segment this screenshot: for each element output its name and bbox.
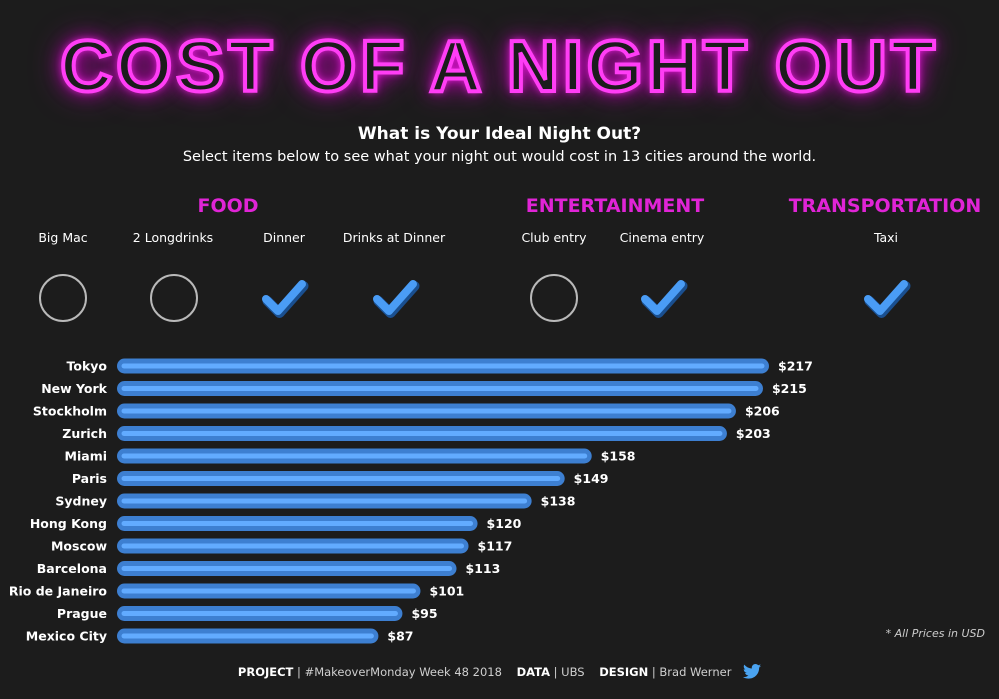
toggle-taxi[interactable] (860, 272, 912, 324)
value-label: $206 (745, 404, 780, 419)
city-label: Mexico City (26, 629, 107, 644)
checkmark-icon (641, 280, 688, 318)
item-label-club-entry: Club entry (521, 230, 587, 245)
value-label: $203 (736, 426, 771, 441)
value-label: $113 (466, 561, 501, 576)
category-food: FOOD (197, 195, 259, 217)
value-label: $158 (601, 449, 636, 464)
city-label: Stockholm (33, 404, 107, 419)
item-label-cinema-entry: Cinema entry (619, 230, 705, 245)
city-label: Rio de Janeiro (9, 584, 108, 599)
city-label: Prague (57, 606, 107, 621)
footer-separator: | (297, 665, 301, 679)
footer-design-value: Brad Werner (659, 665, 732, 679)
empty-circle-icon (39, 274, 87, 322)
footer: PROJECT | #MakeoverMonday Week 48 2018 D… (0, 664, 999, 682)
toggle-2-longdrinks[interactable] (148, 272, 200, 324)
city-label: Barcelona (37, 561, 107, 576)
value-label: $215 (772, 381, 807, 396)
city-label: Hong Kong (30, 516, 107, 531)
item-label-dinner: Dinner (263, 230, 305, 245)
item-label-big-mac: Big Mac (38, 230, 88, 245)
footer-project-label: PROJECT (237, 665, 294, 679)
footer-project-value: #MakeoverMonday Week 48 2018 (304, 665, 502, 679)
toggle-club-entry[interactable] (528, 272, 580, 324)
city-label: Sydney (55, 494, 107, 509)
item-label-2-longdrinks: 2 Longdrinks (132, 230, 214, 245)
city-label: Miami (65, 449, 107, 464)
city-label: New York (41, 381, 107, 396)
toggle-big-mac[interactable] (37, 272, 89, 324)
toggle-cinema-entry[interactable] (637, 272, 689, 324)
twitter-icon[interactable] (743, 664, 762, 682)
checkmark-icon (373, 280, 420, 318)
category-transportation: TRANSPORTATION (788, 195, 982, 217)
item-label-taxi: Taxi (873, 230, 899, 245)
price-note: * All Prices in USD (885, 627, 985, 640)
city-label: Paris (72, 471, 107, 486)
value-label: $101 (429, 584, 464, 599)
bar-chart: Tokyo $217 New York $215 Stockholm $206 Zurich… (9, 358, 813, 644)
empty-circle-icon (530, 274, 578, 322)
page-title: COST OF A NIGHT OUT (58, 25, 939, 109)
city-label: Zurich (62, 426, 107, 441)
value-label: $138 (541, 494, 576, 509)
toggle-dinner[interactable] (258, 272, 310, 324)
category-entertainment: ENTERTAINMENT (525, 195, 705, 217)
value-label: $217 (778, 359, 813, 374)
value-label: $120 (487, 516, 522, 531)
city-label: Moscow (51, 539, 107, 554)
value-label: $117 (478, 539, 513, 554)
checkmark-icon (262, 280, 309, 318)
toggle-drinks-at-dinner[interactable] (369, 272, 421, 324)
footer-data-label: DATA (516, 665, 550, 679)
value-label: $95 (411, 606, 437, 621)
item-label-drinks-at-dinner: Drinks at Dinner (342, 230, 446, 245)
subtitle: What is Your Ideal Night Out? (357, 124, 642, 144)
value-label: $87 (387, 629, 413, 644)
footer-separator: | (651, 665, 656, 679)
city-label: Tokyo (66, 359, 107, 374)
footer-data-value: UBS (561, 665, 585, 679)
footer-separator: | (553, 665, 558, 679)
checkmark-icon (864, 280, 911, 318)
empty-circle-icon (150, 274, 198, 322)
footer-design-label: DESIGN (599, 665, 649, 679)
value-label: $149 (574, 471, 609, 486)
instructions: Select items below to see what your nigh… (182, 149, 817, 165)
